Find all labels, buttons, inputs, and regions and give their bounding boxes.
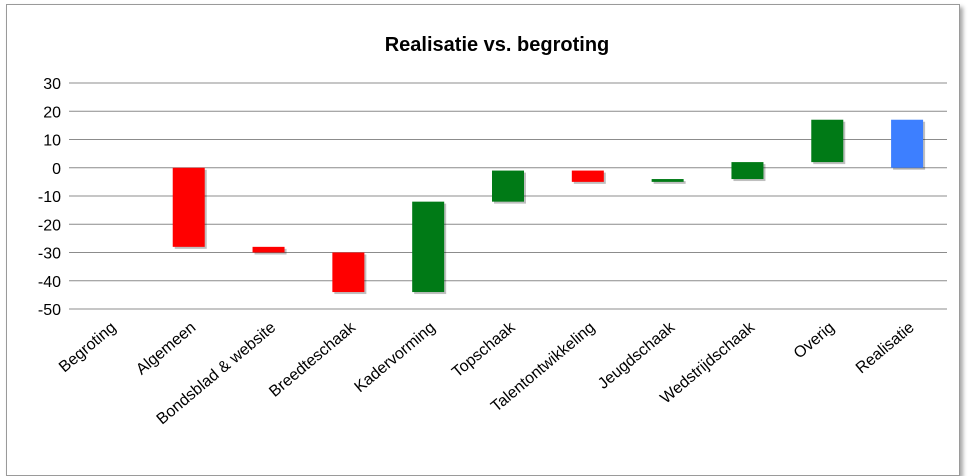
- y-tick-label: 10: [43, 133, 61, 150]
- y-tick-label: 0: [52, 161, 61, 178]
- x-category-label: Topschaak: [449, 318, 519, 381]
- x-category-label: Algemeen: [133, 319, 199, 378]
- x-category-label: Jeugdschaak: [595, 318, 679, 392]
- x-category-label: Overig: [791, 319, 838, 362]
- bar-bondsblad-website: [253, 247, 285, 253]
- bar-breedteschaak: [332, 253, 364, 293]
- bar-kadervorming: [412, 202, 444, 292]
- y-tick-label: -40: [38, 274, 61, 291]
- bar-jeugdschaak: [652, 179, 684, 182]
- x-category-label: Breedteschaak: [266, 318, 359, 400]
- chart-frame: Realisatie vs. begroting 30 20 10 0 -10 -20 -3…: [6, 4, 960, 476]
- bar-realisatie: [891, 120, 923, 168]
- y-tick-label: -20: [38, 217, 61, 234]
- chart-title: Realisatie vs. begroting: [385, 34, 610, 56]
- bar-algemeen: [173, 168, 205, 247]
- bar-overig: [811, 120, 843, 162]
- x-category-label: Begroting: [56, 319, 119, 376]
- x-category-label: Realisatie: [853, 319, 918, 377]
- y-tick-label: -30: [38, 246, 61, 263]
- bar-wedstrijdschaak: [731, 162, 763, 179]
- y-tick-label: 30: [43, 76, 61, 93]
- bar-topschaak: [492, 171, 524, 202]
- bars: [93, 120, 925, 294]
- waterfall-chart: Realisatie vs. begroting 30 20 10 0 -10 -20 -3…: [7, 5, 959, 475]
- y-tick-label: 20: [43, 104, 61, 121]
- y-axis-tick-labels: 30 20 10 0 -10 -20 -30 -40 -50: [38, 76, 61, 319]
- y-tick-label: -10: [38, 189, 61, 206]
- y-tick-label: -50: [38, 302, 61, 319]
- x-category-label: Kadervorming: [352, 319, 439, 396]
- bar-talentontwikkeling: [572, 171, 604, 182]
